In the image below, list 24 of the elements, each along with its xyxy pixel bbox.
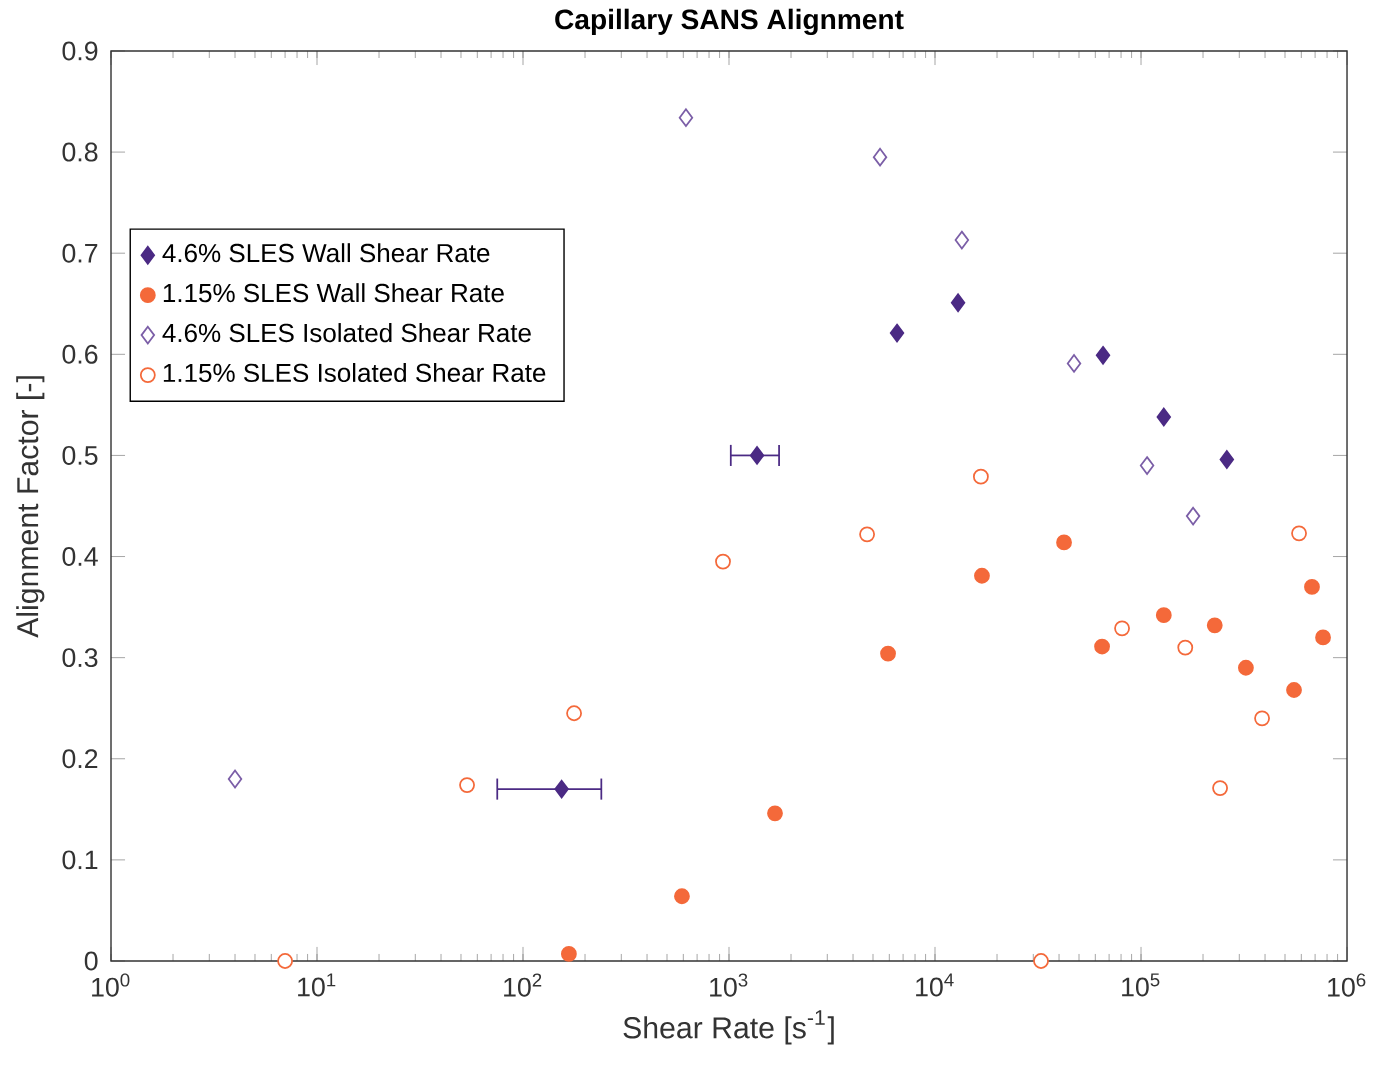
y-tick-label: 0.7 [62,243,98,263]
legend-label: 1.15% SLES Isolated Shear Rate [163,362,546,383]
y-tick-label: 0.9 [62,41,98,61]
x-tick-label: 10$^{5}$ [1122,973,1160,997]
y-tick-label: 0.2 [62,749,98,769]
y-tick-label: 0 [84,951,98,971]
x-tick-label: 10$^{6}$ [1328,973,1366,997]
chart-title: Capillary SANS Alignment [555,8,904,36]
y-tick-label: 0.8 [62,142,98,162]
x-tick-label: 10$^{4}$ [916,973,954,997]
legend-label: 4.6% SLES Wall Shear Rate [162,243,490,263]
legend-label: 4.6% SLES Isolated Shear Rate [162,323,531,343]
x-tick-label: 10$^{1}$ [298,973,336,997]
x-tick-label: 10$^{0}$ [92,973,130,997]
y-tick-label: 0.4 [62,547,98,567]
y-tick-label: 0.1 [62,850,98,870]
legend-label: 1.15% SLES Wall Shear Rate [163,283,504,303]
y-axis-title: Alignment Factor [-] [16,376,45,638]
y-tick-label: 0.5 [62,445,98,465]
y-tick-label: 0.3 [62,648,98,668]
x-axis-title: Shear Rate [s$^{-1}$] [623,1010,834,1045]
x-tick-label: 10$^{2}$ [504,973,542,997]
x-tick-label: 10$^{3}$ [710,973,748,997]
y-tick-label: 0.6 [62,344,98,364]
